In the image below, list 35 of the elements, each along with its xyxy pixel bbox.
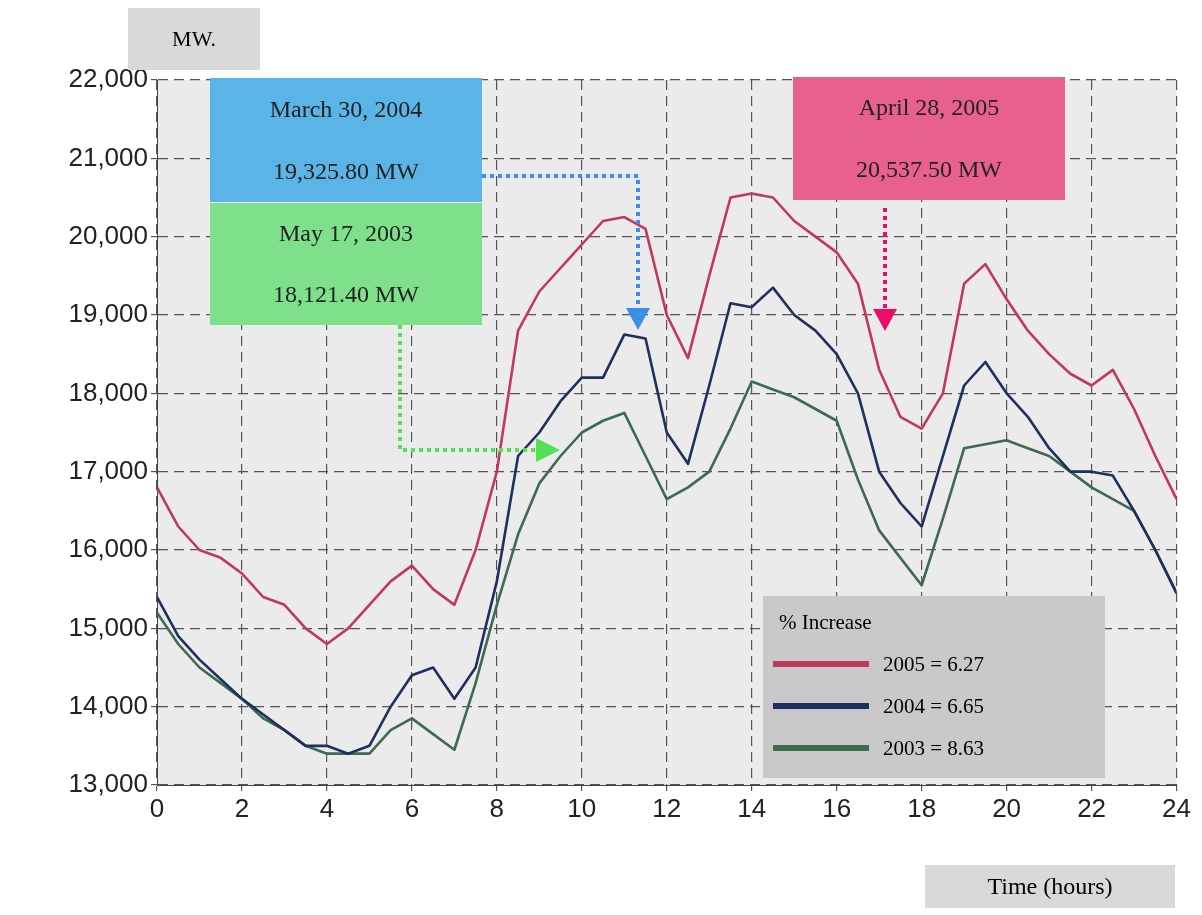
y-tick-label: 21,000: [68, 141, 148, 172]
y-tick-label: 16,000: [68, 533, 148, 564]
annotation: 18,121.40 MW: [272, 280, 420, 309]
legend-label: 2004 = 6.65: [883, 693, 985, 719]
y-tick-label: 17,000: [68, 454, 148, 485]
x-tick-label: 12: [652, 792, 682, 823]
y-tick-label: 18,000: [68, 376, 148, 407]
y-tick-label: 15,000: [68, 611, 148, 642]
x-tick-label: 20: [992, 792, 1022, 823]
x-tick-label: 14: [737, 792, 767, 823]
annotation: April 28, 2005: [857, 93, 1001, 123]
x-tick-label: 18: [907, 792, 937, 823]
x-tick-label: 24: [1162, 792, 1191, 823]
legend-label: 2003 = 8.63: [883, 735, 985, 761]
x-tick-label: 0: [149, 792, 165, 823]
y-tick-label: 20,000: [68, 219, 148, 250]
x-axis-title: Time (hours): [925, 865, 1175, 908]
y-tick-label: 13,000: [68, 768, 148, 799]
annotation: May 17, 2003: [278, 219, 414, 248]
annotation: 19,325.80 MW: [272, 156, 420, 186]
y-tick-label: 14,000: [68, 689, 148, 720]
annotation: March 30, 2004: [268, 94, 424, 124]
x-tick-label: 6: [404, 792, 420, 823]
x-tick-label: 2: [234, 792, 250, 823]
annotation: 20,537.50 MW: [855, 154, 1003, 184]
x-tick-label: 8: [489, 792, 505, 823]
x-tick-label: 16: [822, 792, 852, 823]
legend-title: % Increase: [779, 610, 873, 635]
y-tick-label: 22,000: [68, 63, 148, 94]
y-tick-label: 19,000: [68, 298, 148, 329]
x-tick-label: 10: [567, 792, 597, 823]
x-tick-label: 4: [319, 792, 335, 823]
x-tick-label: 22: [1077, 792, 1107, 823]
legend-label: 2005 = 6.27: [883, 651, 985, 677]
y-axis-title: MW.: [172, 26, 216, 51]
